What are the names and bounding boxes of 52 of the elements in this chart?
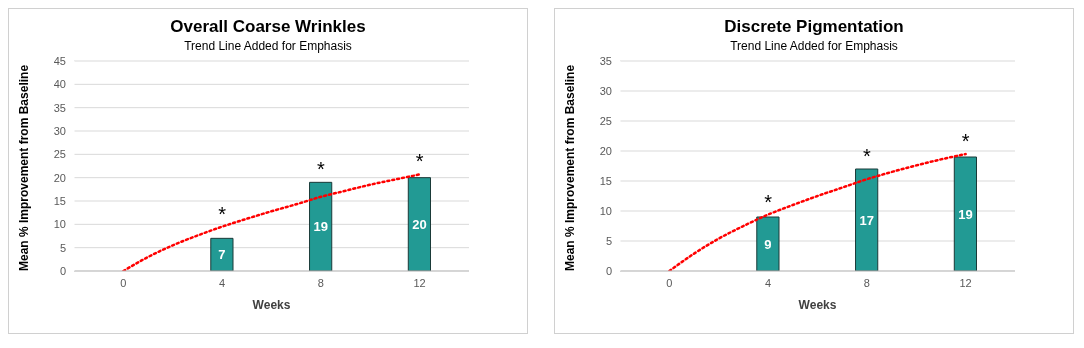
x-tick-label: 12 xyxy=(959,276,972,289)
data-label: 19 xyxy=(958,206,973,222)
data-label: 9 xyxy=(764,236,772,252)
y-tick-label: 15 xyxy=(599,174,612,187)
bar xyxy=(407,177,431,271)
annotation: * xyxy=(961,130,970,152)
chart-title: Overall Coarse Wrinkles xyxy=(169,17,367,37)
x-axis-title: Weeks xyxy=(798,298,837,312)
annotation: * xyxy=(415,150,424,173)
x-tick-label: 8 xyxy=(863,276,870,289)
bar xyxy=(756,216,780,271)
y-tick-label: 30 xyxy=(599,84,612,97)
y-tick-label: 0 xyxy=(59,264,66,277)
y-tick-label: 10 xyxy=(599,204,612,217)
y-tick-label: 20 xyxy=(599,144,612,157)
data-label: 19 xyxy=(313,219,328,235)
annotation: * xyxy=(862,145,871,167)
y-axis-title: Mean % Improvement from Baseline xyxy=(563,64,578,271)
data-label: 20 xyxy=(412,216,427,232)
y-tick-label: 10 xyxy=(53,218,66,231)
x-tick-label: 4 xyxy=(765,276,772,289)
y-tick-label: 35 xyxy=(53,101,66,114)
annotation: * xyxy=(218,202,227,225)
data-label: 7 xyxy=(218,247,226,263)
x-tick-label: 8 xyxy=(317,276,324,289)
x-axis-title: Weeks xyxy=(252,298,291,312)
y-tick-label: 30 xyxy=(53,124,66,137)
y-tick-label: 15 xyxy=(53,194,66,207)
x-tick-label: 0 xyxy=(666,276,673,289)
bar xyxy=(210,237,234,271)
bar xyxy=(855,168,879,271)
x-tick-label: 12 xyxy=(413,276,426,289)
y-tick-label: 45 xyxy=(53,54,66,67)
data-label: 17 xyxy=(859,212,874,228)
y-tick-label: 25 xyxy=(53,148,66,161)
bar xyxy=(309,181,333,271)
x-tick-label: 0 xyxy=(120,276,127,289)
y-tick-label: 5 xyxy=(59,241,66,254)
annotation: * xyxy=(316,158,325,181)
y-tick-label: 40 xyxy=(53,78,66,91)
chart-subtitle: Trend Line Added for Emphasis xyxy=(183,39,353,53)
y-tick-label: 20 xyxy=(53,171,66,184)
y-tick-label: 5 xyxy=(605,234,612,247)
y-tick-label: 25 xyxy=(599,114,612,127)
annotation: * xyxy=(764,190,773,213)
chart-title: Discrete Pigmentation xyxy=(723,17,905,37)
x-tick-label: 4 xyxy=(219,276,226,289)
bar xyxy=(953,156,977,271)
y-tick-label: 0 xyxy=(605,264,612,277)
y-axis-title: Mean % Improvement from Baseline xyxy=(17,64,32,271)
y-tick-label: 35 xyxy=(599,54,612,67)
chart-subtitle: Trend Line Added for Emphasis xyxy=(729,39,899,53)
